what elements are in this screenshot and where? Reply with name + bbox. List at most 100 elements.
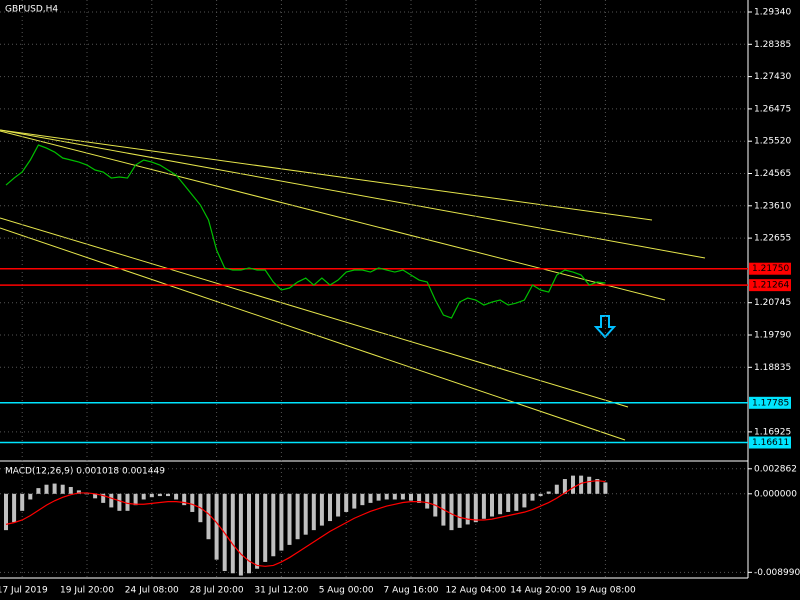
y-tick-label: 1.28385 bbox=[754, 40, 791, 50]
y-tick-label: -0.008990 bbox=[754, 568, 800, 578]
histogram-bar bbox=[149, 493, 154, 498]
y-tick-label: 1.23610 bbox=[754, 201, 791, 211]
histogram-bar bbox=[279, 493, 284, 551]
histogram-bar bbox=[530, 493, 535, 501]
y-tick-label: 1.25520 bbox=[754, 137, 791, 147]
histogram-bar bbox=[52, 483, 57, 494]
histogram-bar bbox=[546, 491, 551, 494]
histogram-bar bbox=[125, 493, 130, 511]
y-tick-label: 1.26475 bbox=[754, 104, 791, 114]
y-tick-label: 1.27430 bbox=[754, 72, 791, 82]
histogram-bar bbox=[28, 493, 33, 500]
histogram-bar bbox=[352, 493, 357, 509]
chart-title: GBPUSD,H4 bbox=[5, 5, 58, 15]
y-tick-label: 1.18835 bbox=[754, 363, 791, 373]
x-tick-label: 7 Aug 16:00 bbox=[384, 586, 439, 596]
histogram-bar bbox=[328, 493, 332, 522]
histogram-bar bbox=[60, 484, 65, 494]
level-label-box bbox=[749, 279, 791, 292]
histogram-bar bbox=[360, 493, 365, 506]
histogram-bar bbox=[344, 493, 349, 512]
histogram-bar bbox=[271, 493, 276, 557]
x-tick-label: 24 Jul 08:00 bbox=[125, 586, 179, 596]
y-tick-label: 0.002862 bbox=[754, 464, 797, 474]
histogram-bar bbox=[522, 493, 527, 508]
histogram-bar bbox=[562, 479, 567, 494]
trendline bbox=[0, 129, 706, 259]
histogram-bar bbox=[449, 493, 454, 531]
histogram-bar bbox=[255, 493, 260, 569]
histogram-bar bbox=[579, 475, 584, 494]
histogram-bar bbox=[174, 493, 179, 500]
series-line bbox=[5, 480, 606, 567]
histogram-bar bbox=[392, 493, 397, 500]
x-tick-label: 14 Aug 20:00 bbox=[510, 586, 571, 596]
trendline bbox=[0, 217, 629, 408]
histogram-bar bbox=[230, 493, 235, 574]
histogram-bar bbox=[109, 493, 114, 508]
histogram-bar bbox=[157, 493, 162, 497]
histogram-bar bbox=[473, 493, 478, 523]
histogram-bar bbox=[206, 493, 211, 540]
histogram-bar bbox=[76, 490, 81, 494]
histogram-bar bbox=[68, 486, 73, 494]
histogram-bar bbox=[506, 493, 511, 512]
histogram-bar bbox=[409, 493, 413, 501]
histogram-bar bbox=[457, 493, 462, 528]
level-label: 1.17785 bbox=[752, 398, 789, 408]
histogram-bar bbox=[425, 493, 430, 509]
level-label-box bbox=[749, 436, 791, 449]
y-tick-label: 1.20745 bbox=[754, 298, 791, 308]
histogram-bar bbox=[368, 493, 373, 503]
histogram-bar bbox=[133, 493, 138, 506]
trendline bbox=[0, 130, 666, 301]
histogram-bar bbox=[465, 493, 470, 525]
histogram-bar bbox=[190, 493, 195, 512]
y-tick-label: 0.000000 bbox=[754, 489, 797, 499]
x-tick-label: 17 Jul 2019 bbox=[0, 586, 48, 596]
histogram-bar bbox=[166, 493, 170, 497]
histogram-bar bbox=[538, 493, 543, 497]
histogram-bar bbox=[44, 484, 49, 494]
histogram-bar bbox=[490, 493, 494, 517]
macd-title: MACD(12,26,9) 0.001018 0.001449 bbox=[5, 467, 165, 477]
histogram-bar bbox=[263, 493, 268, 562]
sell-arrow bbox=[593, 315, 617, 339]
histogram-bar bbox=[141, 493, 146, 500]
histogram-bar bbox=[554, 484, 559, 494]
trendline bbox=[0, 129, 653, 221]
y-tick-label: 1.19790 bbox=[754, 330, 791, 340]
histogram-bar bbox=[481, 493, 486, 519]
histogram-bar bbox=[12, 493, 17, 523]
histogram-bar bbox=[238, 493, 243, 576]
histogram-bar bbox=[319, 493, 324, 526]
histogram-bar bbox=[595, 479, 600, 494]
histogram-bar bbox=[93, 493, 98, 499]
histogram-bar bbox=[417, 493, 422, 503]
histogram-bar bbox=[311, 493, 316, 531]
level-label: 1.16611 bbox=[752, 438, 789, 448]
histogram-bar bbox=[400, 493, 405, 500]
x-tick-label: 31 Jul 12:00 bbox=[254, 586, 308, 596]
histogram-bar bbox=[85, 493, 89, 495]
series-line bbox=[5, 144, 606, 319]
level-label-box bbox=[749, 262, 791, 275]
histogram-bar bbox=[36, 488, 41, 494]
y-tick-label: 1.16925 bbox=[754, 427, 791, 437]
histogram-bar bbox=[295, 493, 300, 540]
histogram-bar bbox=[20, 493, 25, 511]
y-tick-label: 1.22655 bbox=[754, 234, 791, 244]
x-tick-label: 19 Jul 20:00 bbox=[60, 586, 114, 596]
histogram-bar bbox=[214, 493, 219, 560]
level-label-box bbox=[749, 396, 791, 409]
histogram-bar bbox=[587, 476, 592, 494]
x-tick-label: 12 Aug 04:00 bbox=[445, 586, 506, 596]
x-tick-label: 28 Jul 20:00 bbox=[190, 586, 244, 596]
histogram-bar bbox=[117, 493, 122, 511]
histogram-bar bbox=[247, 493, 251, 574]
trendline bbox=[0, 227, 626, 441]
x-tick-label: 5 Aug 00:00 bbox=[319, 586, 374, 596]
